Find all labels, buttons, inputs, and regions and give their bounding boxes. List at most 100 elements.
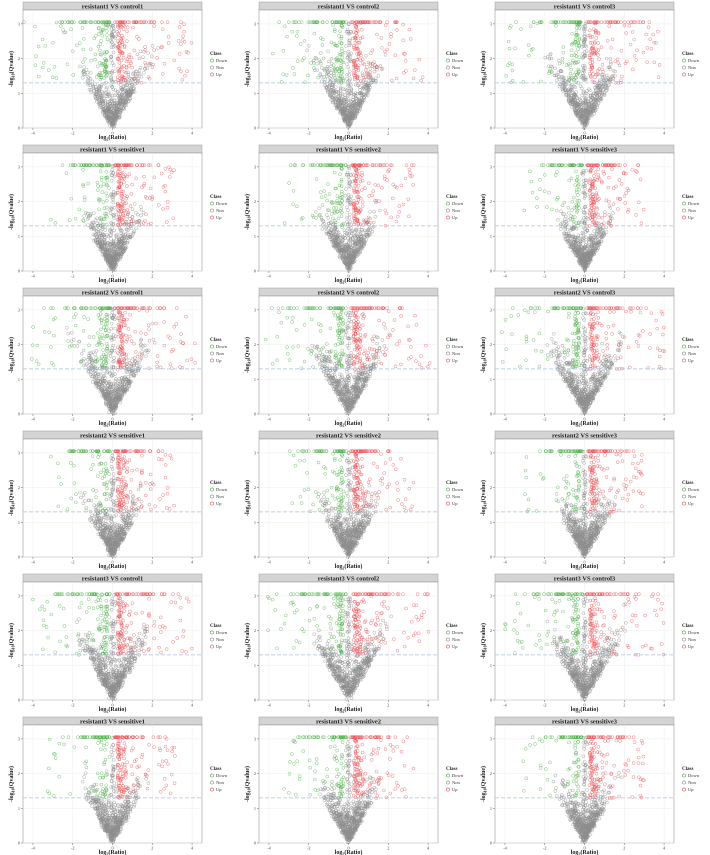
y-axis-label-prefix: -log <box>245 77 251 87</box>
x-axis-label: log2(Ratio) <box>99 277 127 285</box>
x-tick-label: 2 <box>151 131 153 136</box>
legend-marker-non <box>210 209 213 212</box>
y-axis-label-suffix: (Qvalue) <box>244 194 251 216</box>
legend-title: Class <box>446 195 457 200</box>
x-tick-label: -2 <box>543 131 547 136</box>
legend-label-down: Down <box>216 201 228 206</box>
x-tick-label: 4 <box>191 131 194 136</box>
panel-title: resistant1 VS sensitive2 <box>316 147 381 154</box>
x-tick-label: 2 <box>623 131 625 136</box>
y-tick-label: 0 <box>490 126 492 131</box>
legend-marker-down <box>446 202 449 205</box>
panel-title: resistant1 VS sensitive1 <box>80 147 145 154</box>
volcano-panel: resistant1 VS control2-4 -2 0 2 40123log2(Ra… <box>244 2 464 142</box>
y-axis-label-prefix: -log <box>481 77 487 87</box>
y-axis-label-suffix: (Qvalue) <box>244 51 251 73</box>
x-tick-label: 2 <box>151 274 153 279</box>
legend-marker-up <box>682 73 685 76</box>
y-tick-label: 3 <box>254 164 256 169</box>
x-axis-label-prefix: log <box>335 135 343 141</box>
legend-title: Class <box>446 52 457 57</box>
y-tick-label: 3 <box>490 21 492 26</box>
y-axis-label: -log10(Qvalue) <box>8 194 16 230</box>
legend-label-non: Non <box>216 208 224 213</box>
y-tick-label: 2 <box>254 56 256 61</box>
y-tick-label: 0 <box>254 269 256 274</box>
legend-label-up: Up <box>216 72 222 77</box>
x-axis-label: log2(Ratio) <box>335 134 363 142</box>
legend-label-non: Non <box>452 65 460 70</box>
legend-marker-up <box>446 216 449 219</box>
y-tick-label: 3 <box>254 21 256 26</box>
legend-marker-down <box>682 59 685 62</box>
legend: ClassDownNonUp <box>446 195 464 220</box>
x-tick-label: -2 <box>307 131 311 136</box>
x-tick-label: 2 <box>387 274 389 279</box>
x-axis-label-prefix: log <box>99 135 107 141</box>
y-tick-label: 2 <box>254 199 256 204</box>
y-tick-label: 2 <box>18 199 20 204</box>
volcano-panel: resistant1 VS sensitive3-4 -2 0 2 40123log2(… <box>480 145 700 285</box>
y-tick-label: 1 <box>18 91 20 96</box>
y-axis-label-prefix: -log <box>9 220 15 230</box>
y-axis-label: -log10(Qvalue) <box>8 51 16 87</box>
legend-marker-up <box>210 216 213 219</box>
x-tick-label: 2 <box>387 131 389 136</box>
y-axis-label-suffix: (Qvalue) <box>8 194 15 216</box>
legend: ClassDownNonUp <box>210 195 228 220</box>
x-axis-label-suffix: (Ratio) <box>344 134 362 141</box>
y-tick-label: 3 <box>18 164 20 169</box>
x-axis-label-prefix: log <box>99 278 107 284</box>
y-axis-label: -log10(Qvalue) <box>244 51 252 87</box>
x-axis-label-suffix: (Ratio) <box>344 277 362 284</box>
x-tick-label: 4 <box>427 131 430 136</box>
x-tick-label: -2 <box>307 274 311 279</box>
y-axis-label-prefix: -log <box>9 77 15 87</box>
x-axis-label: log2(Ratio) <box>571 134 599 142</box>
y-axis-label: -log10(Qvalue) <box>480 51 488 87</box>
y-tick-label: 3 <box>18 21 20 26</box>
legend-marker-down <box>210 202 213 205</box>
x-axis-label: log2(Ratio) <box>335 277 363 285</box>
legend-marker-up <box>446 73 449 76</box>
y-axis-label: -log10(Qvalue) <box>244 194 252 230</box>
legend-marker-non <box>446 209 449 212</box>
y-tick-label: 1 <box>254 91 256 96</box>
x-axis-label-suffix: (Ratio) <box>108 277 126 284</box>
legend-label-non: Non <box>216 65 224 70</box>
legend-title: Class <box>210 52 221 57</box>
legend-label-down: Down <box>452 58 464 63</box>
legend-label-up: Up <box>452 72 458 77</box>
panel-title: resistant1 VS sensitive3 <box>552 147 618 154</box>
legend-marker-non <box>210 66 213 69</box>
panel-title: resistant1 VS control3 <box>554 4 616 11</box>
legend-title: Class <box>682 52 693 57</box>
legend-label-non: Non <box>452 208 460 213</box>
volcano-panel: resistant1 VS control1-4 -2 0 2 40123log2(Ra… <box>8 2 228 142</box>
panel-title: resistant1 VS control1 <box>82 4 143 11</box>
legend-label-up: Up <box>452 215 458 220</box>
y-axis-label-suffix: (Qvalue) <box>8 51 15 73</box>
y-tick-label: 0 <box>18 126 20 131</box>
legend-label-down: Down <box>688 58 700 63</box>
x-axis-label: log2(Ratio) <box>99 134 127 142</box>
y-tick-label: 2 <box>490 56 492 61</box>
legend-marker-non <box>446 66 449 69</box>
x-tick-label: 4 <box>191 274 194 279</box>
legend-title: Class <box>210 195 221 200</box>
legend-marker-non <box>682 66 685 69</box>
x-tick-label: -2 <box>71 131 75 136</box>
volcano-panel: resistant1 VS sensitive2-4 -2 0 2 40123log2(… <box>244 145 464 285</box>
legend-marker-down <box>210 59 213 62</box>
y-tick-label: 1 <box>18 234 20 239</box>
x-tick-label: 4 <box>663 131 666 136</box>
x-axis-label-suffix: (Ratio) <box>108 134 126 141</box>
y-tick-label: 1 <box>490 91 492 96</box>
panel-title: resistant1 VS control2 <box>318 4 379 11</box>
volcano-panel: resistant1 VS sensitive1-4 -2 0 2 40123log2(… <box>8 145 228 285</box>
x-axis-label-prefix: log <box>335 278 343 284</box>
y-axis-label-prefix: -log <box>245 220 251 230</box>
y-tick-label: 1 <box>254 234 256 239</box>
